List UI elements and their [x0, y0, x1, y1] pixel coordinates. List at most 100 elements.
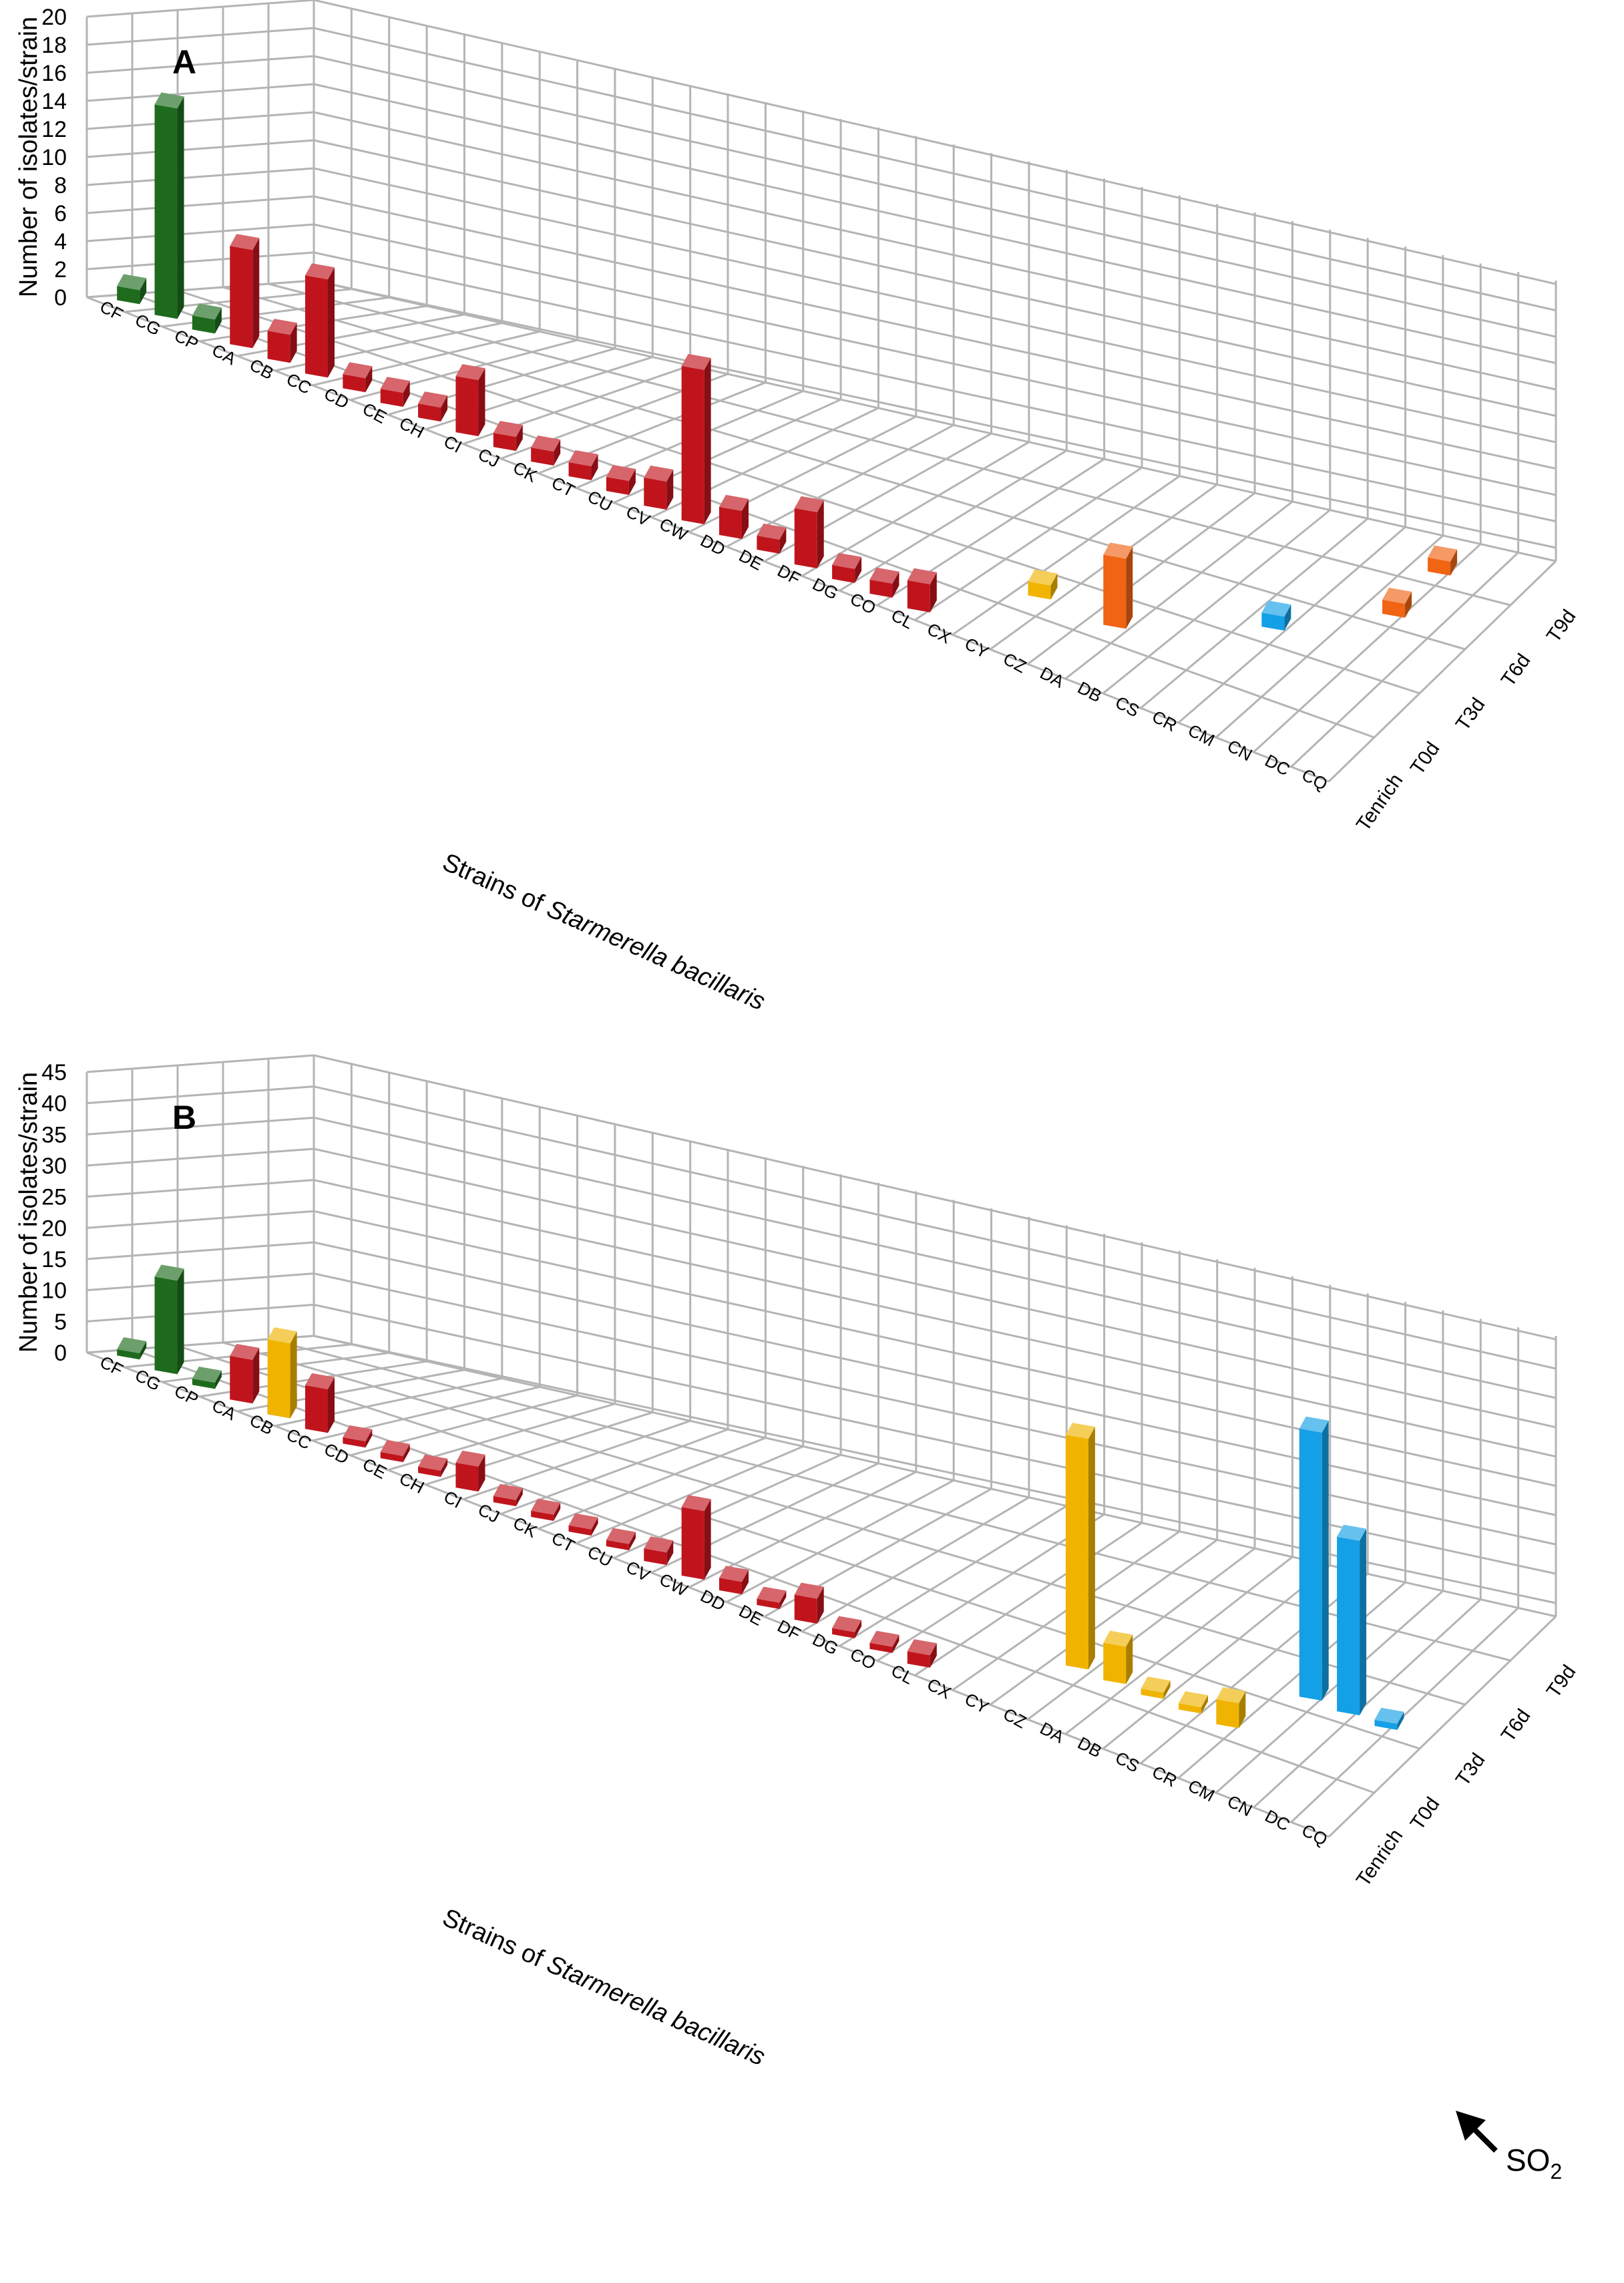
x-tick-label: CQ [1299, 1820, 1332, 1850]
gridline-left [86, 1272, 315, 1292]
x-tick-label: DA [1037, 1718, 1068, 1747]
bar-front-face [681, 1507, 704, 1580]
bar-top-face [644, 1536, 674, 1553]
stage-tick-label: T9d [1543, 606, 1581, 647]
so2-main: SO [1506, 2143, 1550, 2177]
bar-tenrich-ce [380, 377, 410, 407]
bar-front-face [644, 1548, 667, 1565]
bar-tenrich-dg [832, 552, 862, 583]
bar-top-face [267, 1327, 297, 1344]
bar-front-face [832, 564, 855, 583]
bar-side-face [1239, 1691, 1246, 1729]
y-tick-label: 25 [41, 1185, 67, 1210]
bar-tenrich-ck [531, 1498, 561, 1522]
bar-top-face [1028, 569, 1058, 586]
stage-tick-label: T3d [1452, 694, 1490, 735]
bar-front-face [869, 1642, 893, 1653]
x-axis-label-prefix: Strains of [438, 848, 554, 920]
bar-tenrich-ci [455, 364, 485, 437]
x-tick-label: CN [1224, 735, 1255, 765]
bar-front-face [568, 1525, 592, 1536]
gridline-floor [132, 293, 1375, 739]
bar-front-face [757, 535, 780, 554]
y-tick-label: 14 [41, 89, 67, 114]
bar-top-face [1337, 1524, 1367, 1541]
gridline-left [86, 0, 315, 18]
gridline-back [313, 0, 1557, 285]
grid-lines [85, 1054, 1557, 1838]
gridline-floor [952, 475, 1181, 636]
gridline-floor [86, 1351, 1330, 1838]
bar-side-face [628, 468, 636, 495]
bar-side-face [628, 1532, 636, 1550]
bar-top-face [719, 1566, 749, 1582]
x-tick-label: CM [1185, 720, 1218, 750]
x-tick-label: DA [1037, 663, 1068, 692]
x-tick-label: CZ [1000, 1704, 1030, 1733]
gridline-back [313, 111, 1557, 391]
bar-front-face [305, 1385, 328, 1433]
gridline-back [313, 1241, 1557, 1516]
bar-side-face [892, 571, 899, 598]
bar-front-face [117, 1349, 140, 1360]
bar-side-face [591, 454, 598, 481]
gridline-left [86, 111, 315, 130]
gridline-left [86, 1085, 315, 1105]
gridline-floor [576, 1445, 804, 1544]
gridline-back [313, 1272, 1557, 1546]
gridline-back [313, 195, 1557, 470]
bar-top-face [1382, 587, 1412, 604]
bar-t0d-cy [1028, 569, 1058, 600]
stage-tick-label: T3d [1452, 1749, 1490, 1790]
gridline-back [313, 83, 1557, 365]
bar-top-face [681, 353, 711, 370]
gridline-back [313, 55, 1557, 338]
bar-front-face [1065, 1435, 1088, 1670]
gridline-back [313, 1179, 1557, 1458]
gridline-floor [726, 1479, 954, 1603]
gridline-floor [1140, 518, 1369, 709]
bar-front-face [1028, 581, 1051, 600]
bar-front-face [154, 1276, 178, 1375]
y-tick-label: 15 [41, 1247, 67, 1272]
bar-top-face [418, 391, 448, 408]
x-axis-label-species: Starmerella bacillaris [543, 894, 769, 1016]
bar-top-face [380, 377, 410, 393]
gridline-back [313, 1303, 1557, 1575]
bar-front-face [644, 477, 667, 510]
so2-arrowhead [1456, 2111, 1486, 2141]
bar-tenrich-dg [832, 1616, 862, 1638]
bar-t0d-db [1141, 1677, 1171, 1699]
x-tick-label: CR [1149, 1761, 1180, 1791]
bar-front-face [380, 389, 403, 407]
gridline-floor [1064, 500, 1293, 680]
bar-front-face [681, 365, 704, 524]
bar-side-face [290, 1331, 297, 1419]
bar-tenrich-cf [117, 1337, 147, 1360]
bar-top-face [305, 263, 335, 280]
bar-side-face [1360, 1528, 1367, 1716]
bar-side-face [1450, 549, 1458, 576]
gridline-floor [1177, 1581, 1406, 1779]
bar-side-face [855, 1620, 862, 1638]
panel-label: A [172, 43, 196, 81]
bar-side-face [140, 278, 147, 305]
bar-tenrich-cl [907, 568, 937, 612]
bar-front-face [869, 579, 893, 598]
gridline-left [86, 223, 315, 242]
bar-tenrich-cd [343, 362, 373, 393]
bar-front-face [1179, 1703, 1201, 1714]
bar-front-face [832, 1628, 855, 1638]
bar-top-face [418, 1454, 448, 1471]
bar-side-face [328, 1377, 335, 1433]
x-axis-label-species: Starmerella bacillaris [543, 1950, 769, 2071]
gridline-floor [1177, 526, 1406, 724]
bar-tenrich-ch [418, 391, 448, 422]
bar-front-face [117, 286, 140, 305]
bar-tenrich-cf [117, 274, 147, 305]
bar-top-face [907, 568, 937, 584]
bar-front-face [493, 433, 516, 452]
bar-t0d-da [1103, 542, 1133, 629]
